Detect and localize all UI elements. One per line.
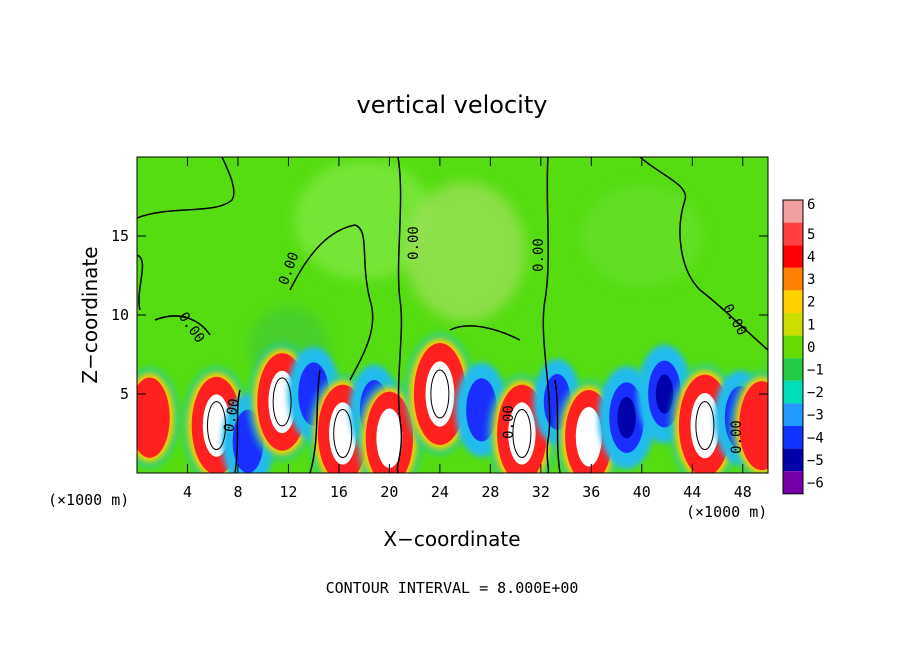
x-axis-ticks: 4 8 12 16 20 24 28 32 36 40 44 48	[183, 157, 752, 501]
contour-interval-footer: CONTOUR INTERVAL = 8.000E+00	[326, 579, 579, 597]
zero-contour	[396, 157, 403, 473]
colorbar-segment	[783, 380, 803, 404]
y-tick-label: 15	[111, 227, 129, 245]
colorbar-segment	[783, 335, 803, 359]
x-tick-label: 20	[380, 483, 398, 501]
x-tick-label: 24	[431, 483, 449, 501]
contour-ring	[430, 369, 450, 419]
x-tick-label: 40	[633, 483, 651, 501]
colorbar-label: 5	[807, 227, 815, 243]
updraft-peak	[425, 361, 455, 427]
zero-contour	[289, 224, 374, 381]
x-tick-label: 48	[734, 483, 752, 501]
zero-contour	[639, 157, 768, 351]
updraft-peak	[690, 392, 720, 459]
zero-contour	[449, 325, 521, 341]
colorbar-label: −2	[807, 385, 824, 401]
updraft-peak	[575, 406, 602, 467]
colorbar-label: −5	[807, 453, 824, 469]
y-tick-label: 10	[111, 306, 129, 324]
colorbar-label: 1	[807, 317, 815, 333]
x-tick-label: 36	[582, 483, 600, 501]
downdraft-peak	[655, 374, 674, 414]
contour-ring	[512, 409, 532, 458]
contour-label: 0.00	[501, 405, 517, 439]
updraft-peak	[376, 408, 403, 468]
contour-label: 0.00	[221, 397, 243, 433]
colorbar-segment	[783, 403, 803, 426]
contour-ring	[272, 377, 292, 427]
y-tick-label: 5	[120, 385, 129, 403]
downdraft-peak	[617, 396, 636, 439]
zero-contour	[137, 157, 235, 219]
field-shading	[581, 186, 702, 286]
colorbar-segment	[783, 290, 803, 313]
zero-contour	[309, 369, 321, 473]
colorbar-label: 0	[807, 340, 815, 356]
colorbar-label: 4	[807, 250, 815, 266]
x-tick-label: 16	[330, 483, 348, 501]
colorbar-segment	[783, 267, 803, 291]
updraft-core	[137, 377, 170, 458]
zero-contour	[137, 254, 144, 311]
colorbar-segment	[783, 200, 803, 223]
field-shading	[405, 181, 526, 322]
x-unit-right: (×1000 m)	[686, 503, 767, 521]
x-tick-label: 8	[233, 483, 242, 501]
velocity-field	[137, 160, 768, 473]
colorbar-segment	[783, 313, 803, 336]
zero-contour	[554, 379, 561, 473]
contour-lines	[137, 157, 768, 473]
colorbar-label: −4	[807, 430, 824, 446]
contour-ring	[333, 409, 353, 458]
colorbar-segment	[783, 471, 803, 494]
colorbar-frame	[782, 199, 804, 495]
contour-ring	[695, 401, 715, 451]
contour-label: 0.00	[531, 238, 547, 272]
y-axis-ticks: 5 10 15	[111, 227, 768, 403]
x-tick-label: 44	[683, 483, 701, 501]
colorbar-label: −1	[807, 363, 824, 379]
x-axis-label: X−coordinate	[383, 527, 520, 551]
contour-label: 0.00	[729, 420, 745, 454]
colorbar-segment	[783, 245, 803, 268]
colorbar-segment	[783, 426, 803, 449]
x-tick-label: 32	[532, 483, 550, 501]
x-tick-label: 4	[183, 483, 192, 501]
plot-area: 0.000.00 0.000.000.00 0.00 0.000.00 4 8 12 16 2…	[111, 156, 769, 501]
colorbar: 6 5 4 3 2 1 0 −1 −2 −3 −4 −5 −6	[782, 197, 824, 495]
updraft-core	[739, 381, 768, 471]
colorbar-label: 2	[807, 295, 815, 311]
colorbar-label: 6	[807, 197, 815, 213]
zero-contour	[154, 315, 211, 336]
x-tick-label: 12	[279, 483, 297, 501]
colorbar-segment	[783, 222, 803, 246]
chart-title: vertical velocity	[357, 91, 548, 119]
colorbar-segment	[783, 358, 803, 381]
x-unit-left: (×1000 m)	[48, 491, 129, 509]
colorbar-label: 3	[807, 272, 815, 288]
colorbar-label: −3	[807, 408, 824, 424]
contour-label: 0.00	[406, 226, 422, 260]
colorbar-label: −6	[807, 476, 824, 492]
zero-contour	[234, 389, 241, 473]
x-tick-label: 28	[481, 483, 499, 501]
zero-contour	[542, 157, 551, 473]
colorbar-segment	[783, 448, 803, 472]
contour-ring	[207, 401, 227, 451]
y-axis-label: Z−coordinate	[78, 246, 102, 383]
